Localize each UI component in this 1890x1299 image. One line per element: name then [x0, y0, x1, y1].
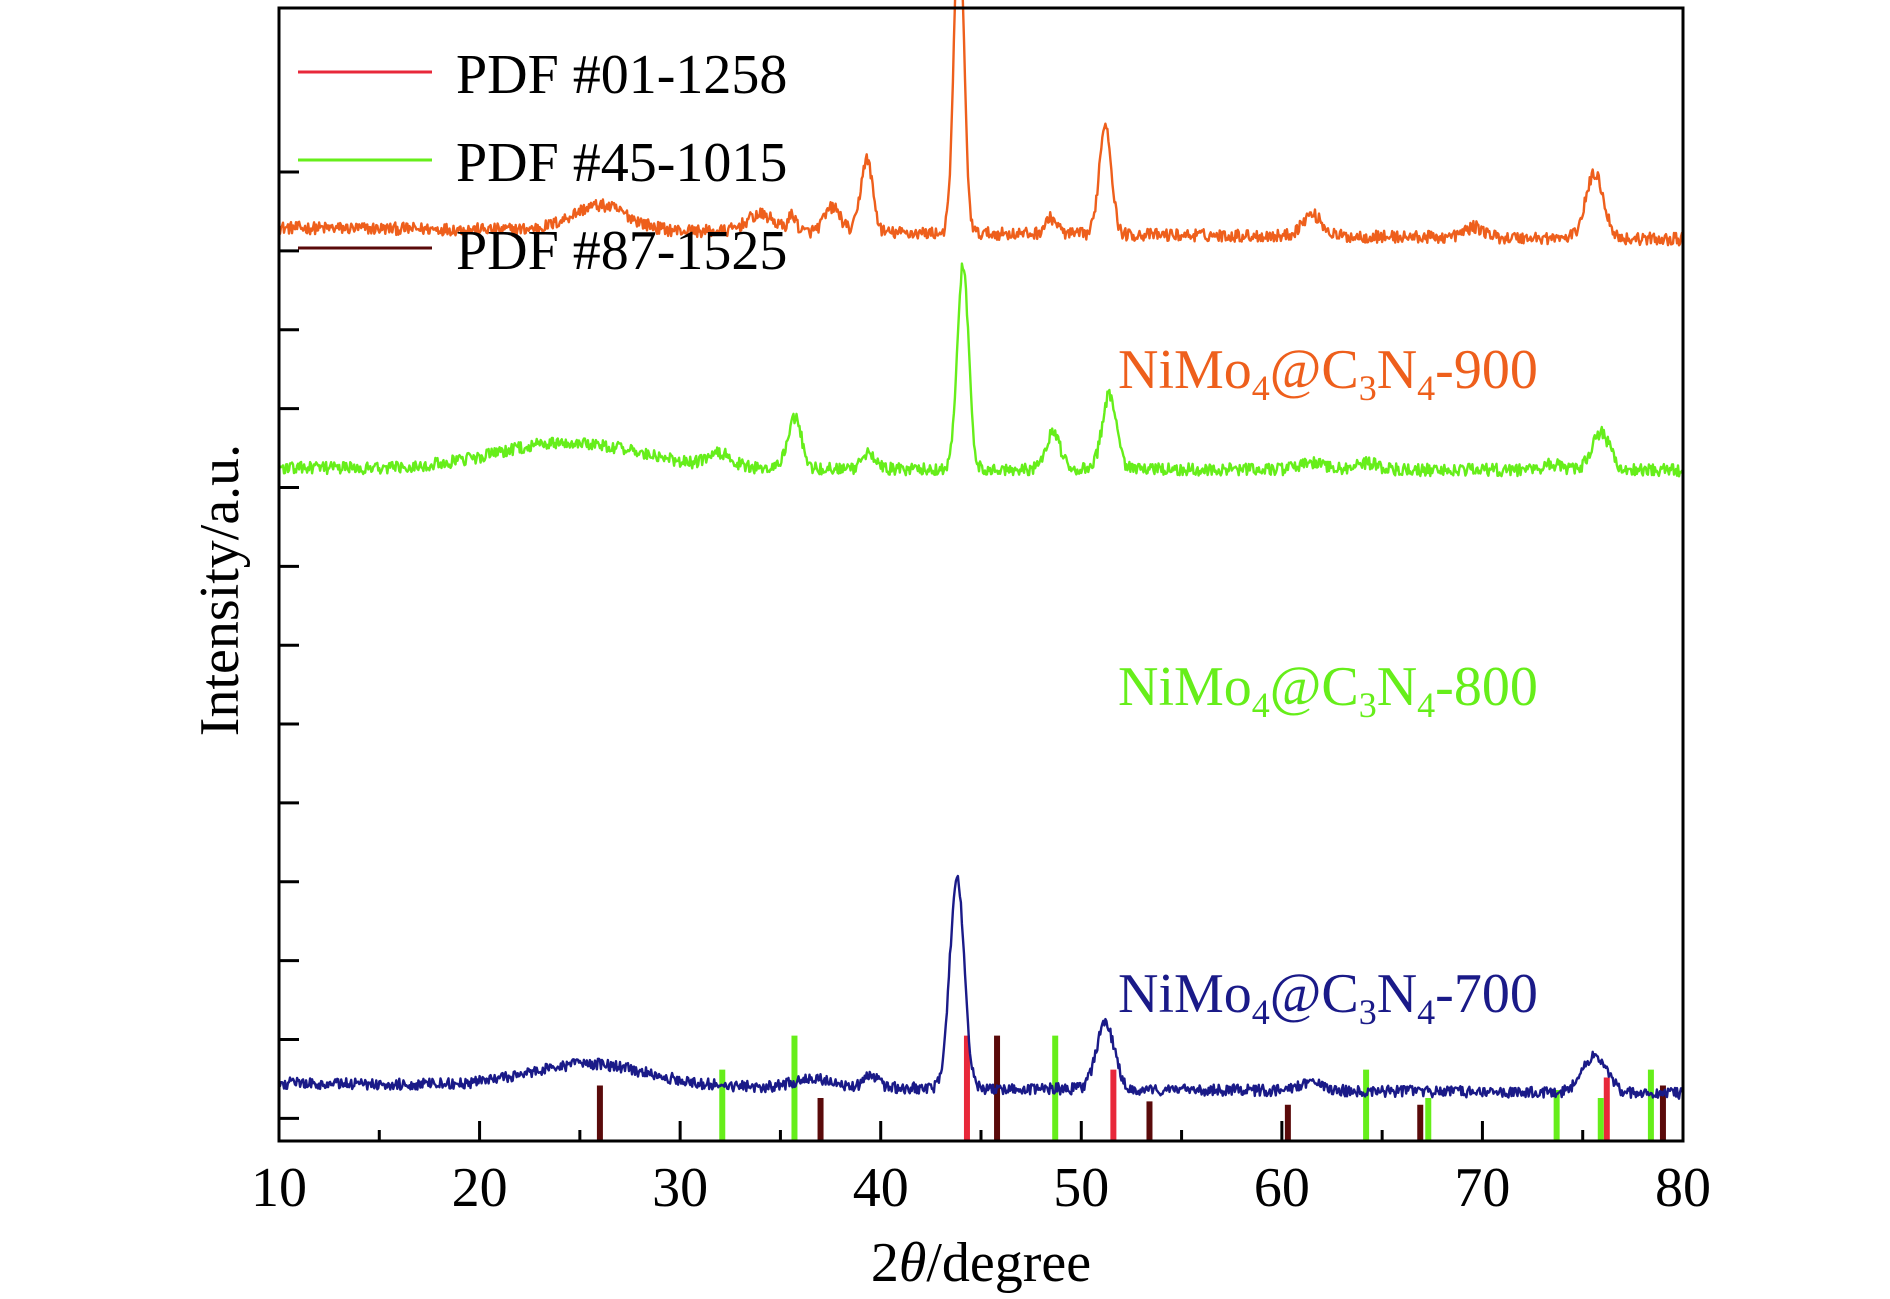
series-label-800: NiMo4@C3N4-800	[1118, 656, 1538, 725]
series-label-700: NiMo4@C3N4-700	[1118, 963, 1538, 1032]
x-tick-label: 30	[652, 1157, 708, 1219]
legend: PDF #01-1258 PDF #45-1015 PDF #87-1525	[298, 44, 787, 282]
x-axis-title: 2θ/degree	[871, 1232, 1091, 1294]
x-tick-label: 10	[251, 1157, 307, 1219]
x-tick-label: 70	[1454, 1157, 1510, 1219]
legend-label-pdf-01-1258: PDF #01-1258	[456, 44, 787, 106]
x-tick-labels: 10 20 30 40 50 60 70 80	[251, 1157, 1711, 1219]
x-tick-label: 60	[1254, 1157, 1310, 1219]
series-labels: NiMo4@C3N4-900 NiMo4@C3N4-800 NiMo4@C3N4…	[1118, 339, 1538, 1032]
x-tick-label: 20	[452, 1157, 508, 1219]
series-line	[278, 0, 1685, 247]
series-line	[277, 874, 1685, 1100]
legend-label-pdf-45-1015: PDF #45-1015	[456, 132, 787, 194]
legend-label-pdf-87-1525: PDF #87-1525	[456, 220, 787, 282]
series-line	[277, 262, 1685, 478]
x-tick-label: 40	[853, 1157, 909, 1219]
series-label-900: NiMo4@C3N4-900	[1118, 339, 1538, 408]
x-tick-label: 80	[1655, 1157, 1711, 1219]
series-lines	[277, 0, 1685, 1100]
x-tick-label: 50	[1053, 1157, 1109, 1219]
y-axis-title: Intensity/a.u.	[189, 444, 251, 736]
axis-ticks	[277, 170, 1685, 1141]
